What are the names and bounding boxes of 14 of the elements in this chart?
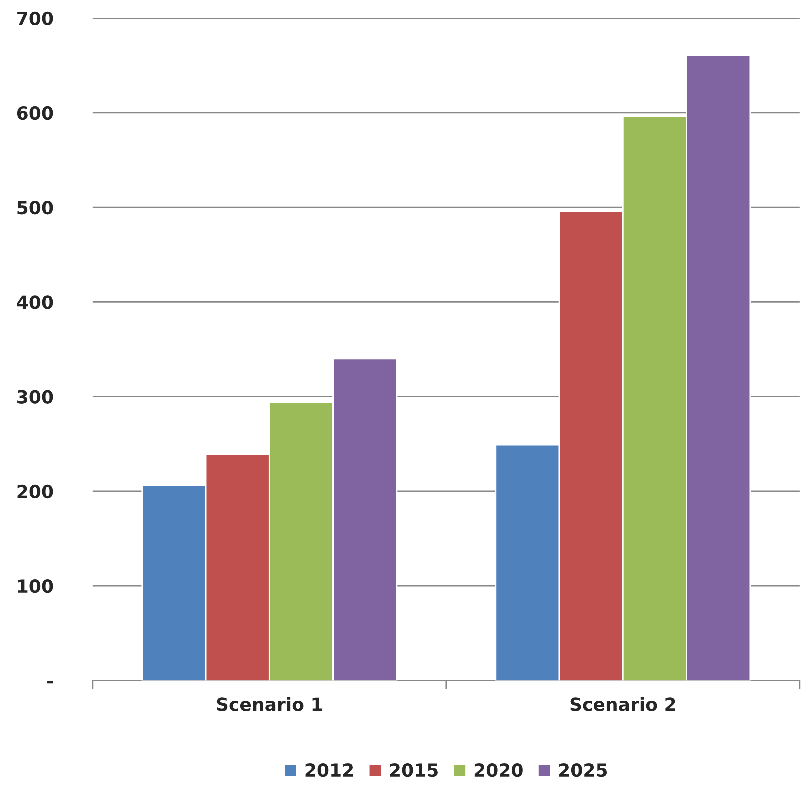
y-tick-label: 500 — [18, 201, 54, 215]
x-tick-label: Scenario 2 — [570, 697, 676, 712]
legend-label: 2020 — [474, 763, 523, 778]
legend-label: 2015 — [390, 763, 438, 778]
y-tick-label: 600 — [17, 106, 54, 120]
legend-label: 2025 — [559, 763, 608, 778]
y-tick-label: 200 — [18, 484, 54, 499]
legend-label: 2012 — [306, 763, 354, 778]
y-tick-label: 300 — [18, 390, 54, 404]
y-tick-label: 100 — [18, 580, 54, 594]
x-tick-label: Scenario 1 — [217, 697, 322, 712]
y-tick-label: 700 — [18, 12, 54, 26]
y-tick-label: - — [48, 681, 54, 684]
y-tick-label: 400 — [17, 296, 54, 310]
